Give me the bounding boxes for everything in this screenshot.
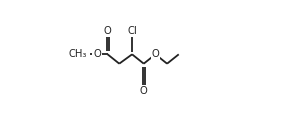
Text: O: O	[152, 49, 159, 59]
Text: O: O	[140, 86, 148, 96]
Text: O: O	[104, 26, 112, 36]
Text: Cl: Cl	[127, 26, 137, 36]
Text: O: O	[93, 49, 101, 59]
Text: CH₃: CH₃	[68, 49, 87, 59]
